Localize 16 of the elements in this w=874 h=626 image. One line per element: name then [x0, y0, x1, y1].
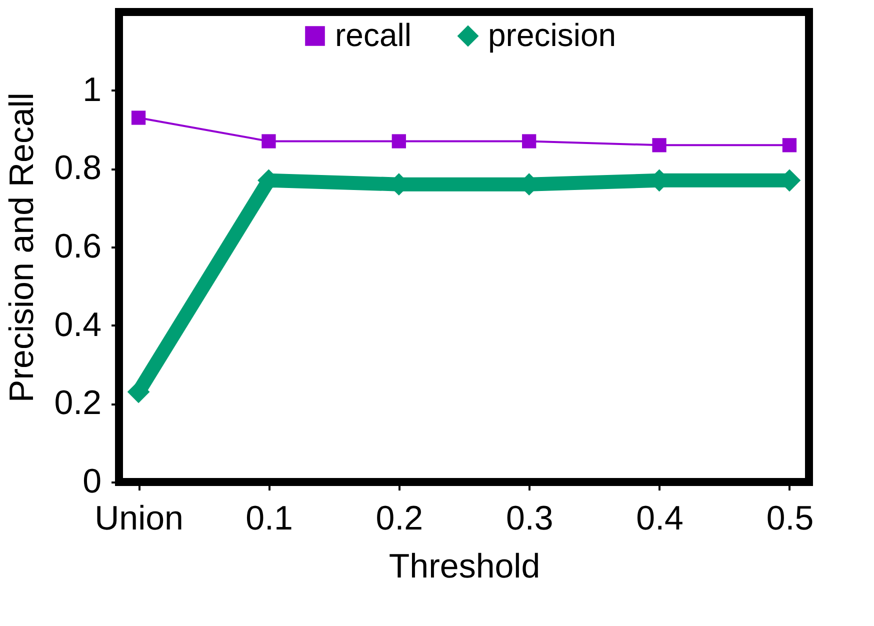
y-tick-label: 0.2	[54, 384, 102, 422]
y-axis-title: Precision and Recall	[3, 92, 42, 402]
x-tick-label: 0.1	[246, 500, 293, 538]
y-tick-label: 1	[82, 70, 102, 109]
x-tick-label: 0.4	[636, 500, 684, 538]
legend-label: recall	[335, 17, 412, 53]
y-tick-label: 0.6	[54, 228, 102, 266]
x-tick-label: 0.5	[766, 500, 814, 538]
x-axis-title: Threshold	[388, 548, 540, 586]
x-tick-label: 0.2	[376, 500, 424, 538]
x-tick-label: 0.3	[506, 500, 554, 538]
y-tick-label: 0.8	[54, 149, 102, 188]
x-tick-label: Union	[94, 500, 184, 538]
y-tick-label: 0.4	[54, 306, 102, 344]
legend-label: precision	[488, 17, 616, 53]
y-tick-label: 0	[82, 462, 102, 500]
